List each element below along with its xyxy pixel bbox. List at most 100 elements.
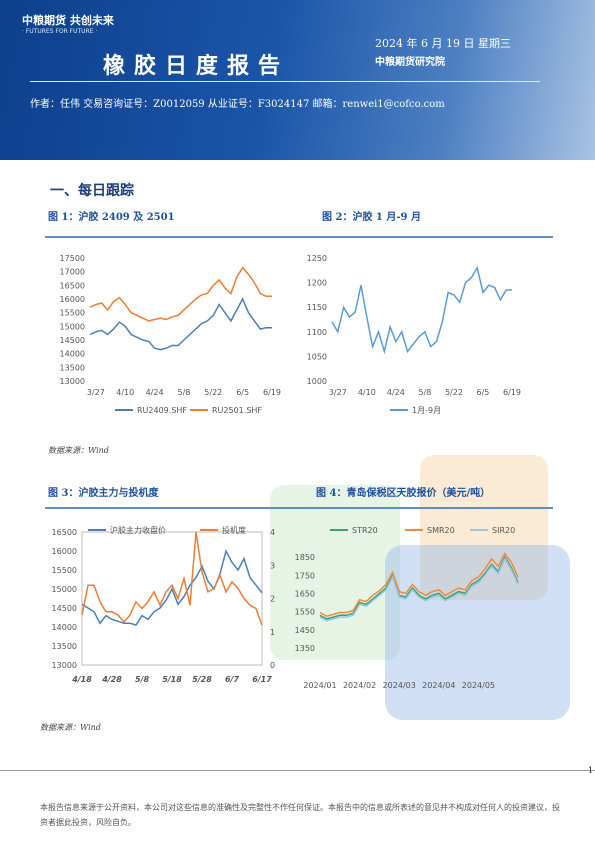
figure-title: 图 1：沪胶 2409 及 2501 (48, 212, 175, 223)
series-line (319, 557, 519, 622)
y-tick-label: 13500 (60, 363, 85, 372)
y-tick-label: 1250 (307, 254, 327, 263)
y-tick-label: 15500 (52, 566, 77, 575)
source-note: 数据来源：Wind (40, 723, 101, 732)
y-tick-label: 17000 (60, 268, 85, 277)
series-line (81, 548, 263, 626)
y-tick-label: 1200 (307, 279, 327, 288)
y-tick-label: 15500 (60, 309, 85, 318)
series-line (81, 531, 263, 626)
series-line (319, 552, 519, 618)
y-tick-label: 14500 (52, 604, 77, 613)
series-line (89, 297, 272, 351)
y-tick-label: 16500 (60, 281, 85, 290)
source-note: 数据来源：Wind (48, 446, 109, 455)
series-line (89, 266, 272, 322)
x-tick-label: 6/19 (503, 388, 521, 397)
x-tick-label: 5/22 (204, 388, 222, 397)
x-tick-label: 4/10 (358, 388, 376, 397)
x-tick-label: 6/5 (477, 388, 490, 397)
x-tick-label: 2024/02 (343, 681, 376, 690)
y2-tick-label: 3 (270, 561, 275, 570)
legend-label: SIR20 (492, 526, 515, 535)
x-tick-label: 6/7 (225, 675, 239, 684)
y-tick-label: 1100 (307, 328, 327, 337)
logo-sub: · FUTURES FOR FUTURE · (22, 28, 98, 35)
x-tick-label: 5/8 (135, 675, 149, 684)
y-tick-label: 1850 (295, 553, 315, 562)
y-tick-label: 13000 (60, 377, 85, 386)
report-title: 橡胶日度报告 (103, 53, 290, 79)
disclaimer: 本报告信息来源于公开资料，本公司对这些信息的准确性及完整性不作任何保证。本报告中… (40, 803, 560, 827)
y-tick-label: 16000 (52, 547, 77, 556)
x-tick-label: 4/18 (71, 675, 92, 684)
series-line (319, 555, 519, 620)
x-tick-label: 5/8 (418, 388, 431, 397)
page-number: 1 (588, 766, 594, 775)
divider (30, 81, 540, 82)
x-tick-label: 4/10 (116, 388, 134, 397)
y2-tick-label: 1 (270, 628, 275, 637)
decor (270, 485, 400, 660)
y-tick-label: 15000 (52, 585, 77, 594)
y-tick-label: 13000 (52, 661, 77, 670)
x-tick-label: 5/22 (445, 388, 463, 397)
y-tick-label: 14500 (60, 336, 85, 345)
y-tick-label: 1450 (295, 626, 315, 635)
legend-label: 投机度 (222, 525, 246, 535)
x-tick-label: 2024/03 (383, 681, 416, 690)
series-line (331, 265, 512, 355)
x-tick-label: 5/18 (162, 675, 182, 684)
x-tick-label: 3/27 (87, 388, 105, 397)
x-tick-label: 5/28 (192, 675, 212, 684)
x-tick-label: 4/24 (146, 388, 164, 397)
figure-title: 图 2：沪胶 1 月-9 月 (322, 212, 421, 223)
decor (385, 545, 570, 720)
y-tick-label: 13500 (52, 642, 77, 651)
x-tick-label: 2024/05 (462, 681, 495, 690)
y-tick-label: 17500 (60, 254, 85, 263)
footer-rule (0, 770, 595, 771)
x-tick-label: 4/24 (387, 388, 405, 397)
figure-title: 图 4：青岛保税区天胶报价（美元/吨） (316, 488, 491, 499)
legend-label: RU2409.SHF (137, 406, 187, 415)
header-banner (0, 0, 595, 160)
legend-label: SMR20 (427, 526, 455, 535)
y-tick-label: 1150 (307, 303, 327, 312)
y-tick-label: 1750 (295, 571, 315, 580)
y2-tick-label: 2 (270, 595, 275, 604)
legend-label: 1月-9月 (412, 406, 441, 415)
y-tick-label: 16000 (60, 295, 85, 304)
rule (45, 507, 553, 509)
logo: 中粮期货 共创未来 (22, 14, 114, 27)
legend-label: 沪胶主力收盘价 (110, 525, 166, 535)
figure-title: 图 3：沪胶主力与投机度 (48, 488, 159, 499)
x-tick-label: 4/28 (101, 675, 122, 684)
y-tick-label: 1350 (295, 644, 315, 653)
y-tick-label: 1550 (295, 608, 315, 617)
x-tick-label: 5/8 (177, 388, 190, 397)
y-tick-label: 15000 (60, 322, 85, 331)
author-line: 作者：任伟 交易咨询证号：Z0012059 从业证号：F3024147 邮箱：r… (30, 99, 445, 110)
y-tick-label: 1000 (307, 377, 327, 386)
rule (45, 236, 553, 238)
x-tick-label: 2024/04 (422, 681, 455, 690)
y2-tick-label: 4 (270, 528, 275, 537)
x-tick-label: 3/27 (329, 388, 347, 397)
x-tick-label: 2024/01 (303, 681, 336, 690)
x-tick-label: 6/17 (252, 675, 272, 684)
institute: 中粮期货研究院 (375, 57, 445, 68)
report-date: 2024 年 6 月 19 日 星期三 (375, 37, 511, 50)
plot-frame (81, 531, 263, 666)
y-tick-label: 1050 (307, 352, 327, 361)
y-tick-label: 16500 (52, 528, 77, 537)
y-tick-label: 1650 (295, 589, 315, 598)
legend-label: RU2501.SHF (212, 406, 262, 415)
legend-label: STR20 (352, 526, 378, 535)
section-heading: 一、每日跟踪 (50, 183, 134, 199)
x-tick-label: 6/19 (263, 388, 281, 397)
y-tick-label: 14000 (60, 350, 85, 359)
y2-tick-label: 0 (270, 661, 275, 670)
